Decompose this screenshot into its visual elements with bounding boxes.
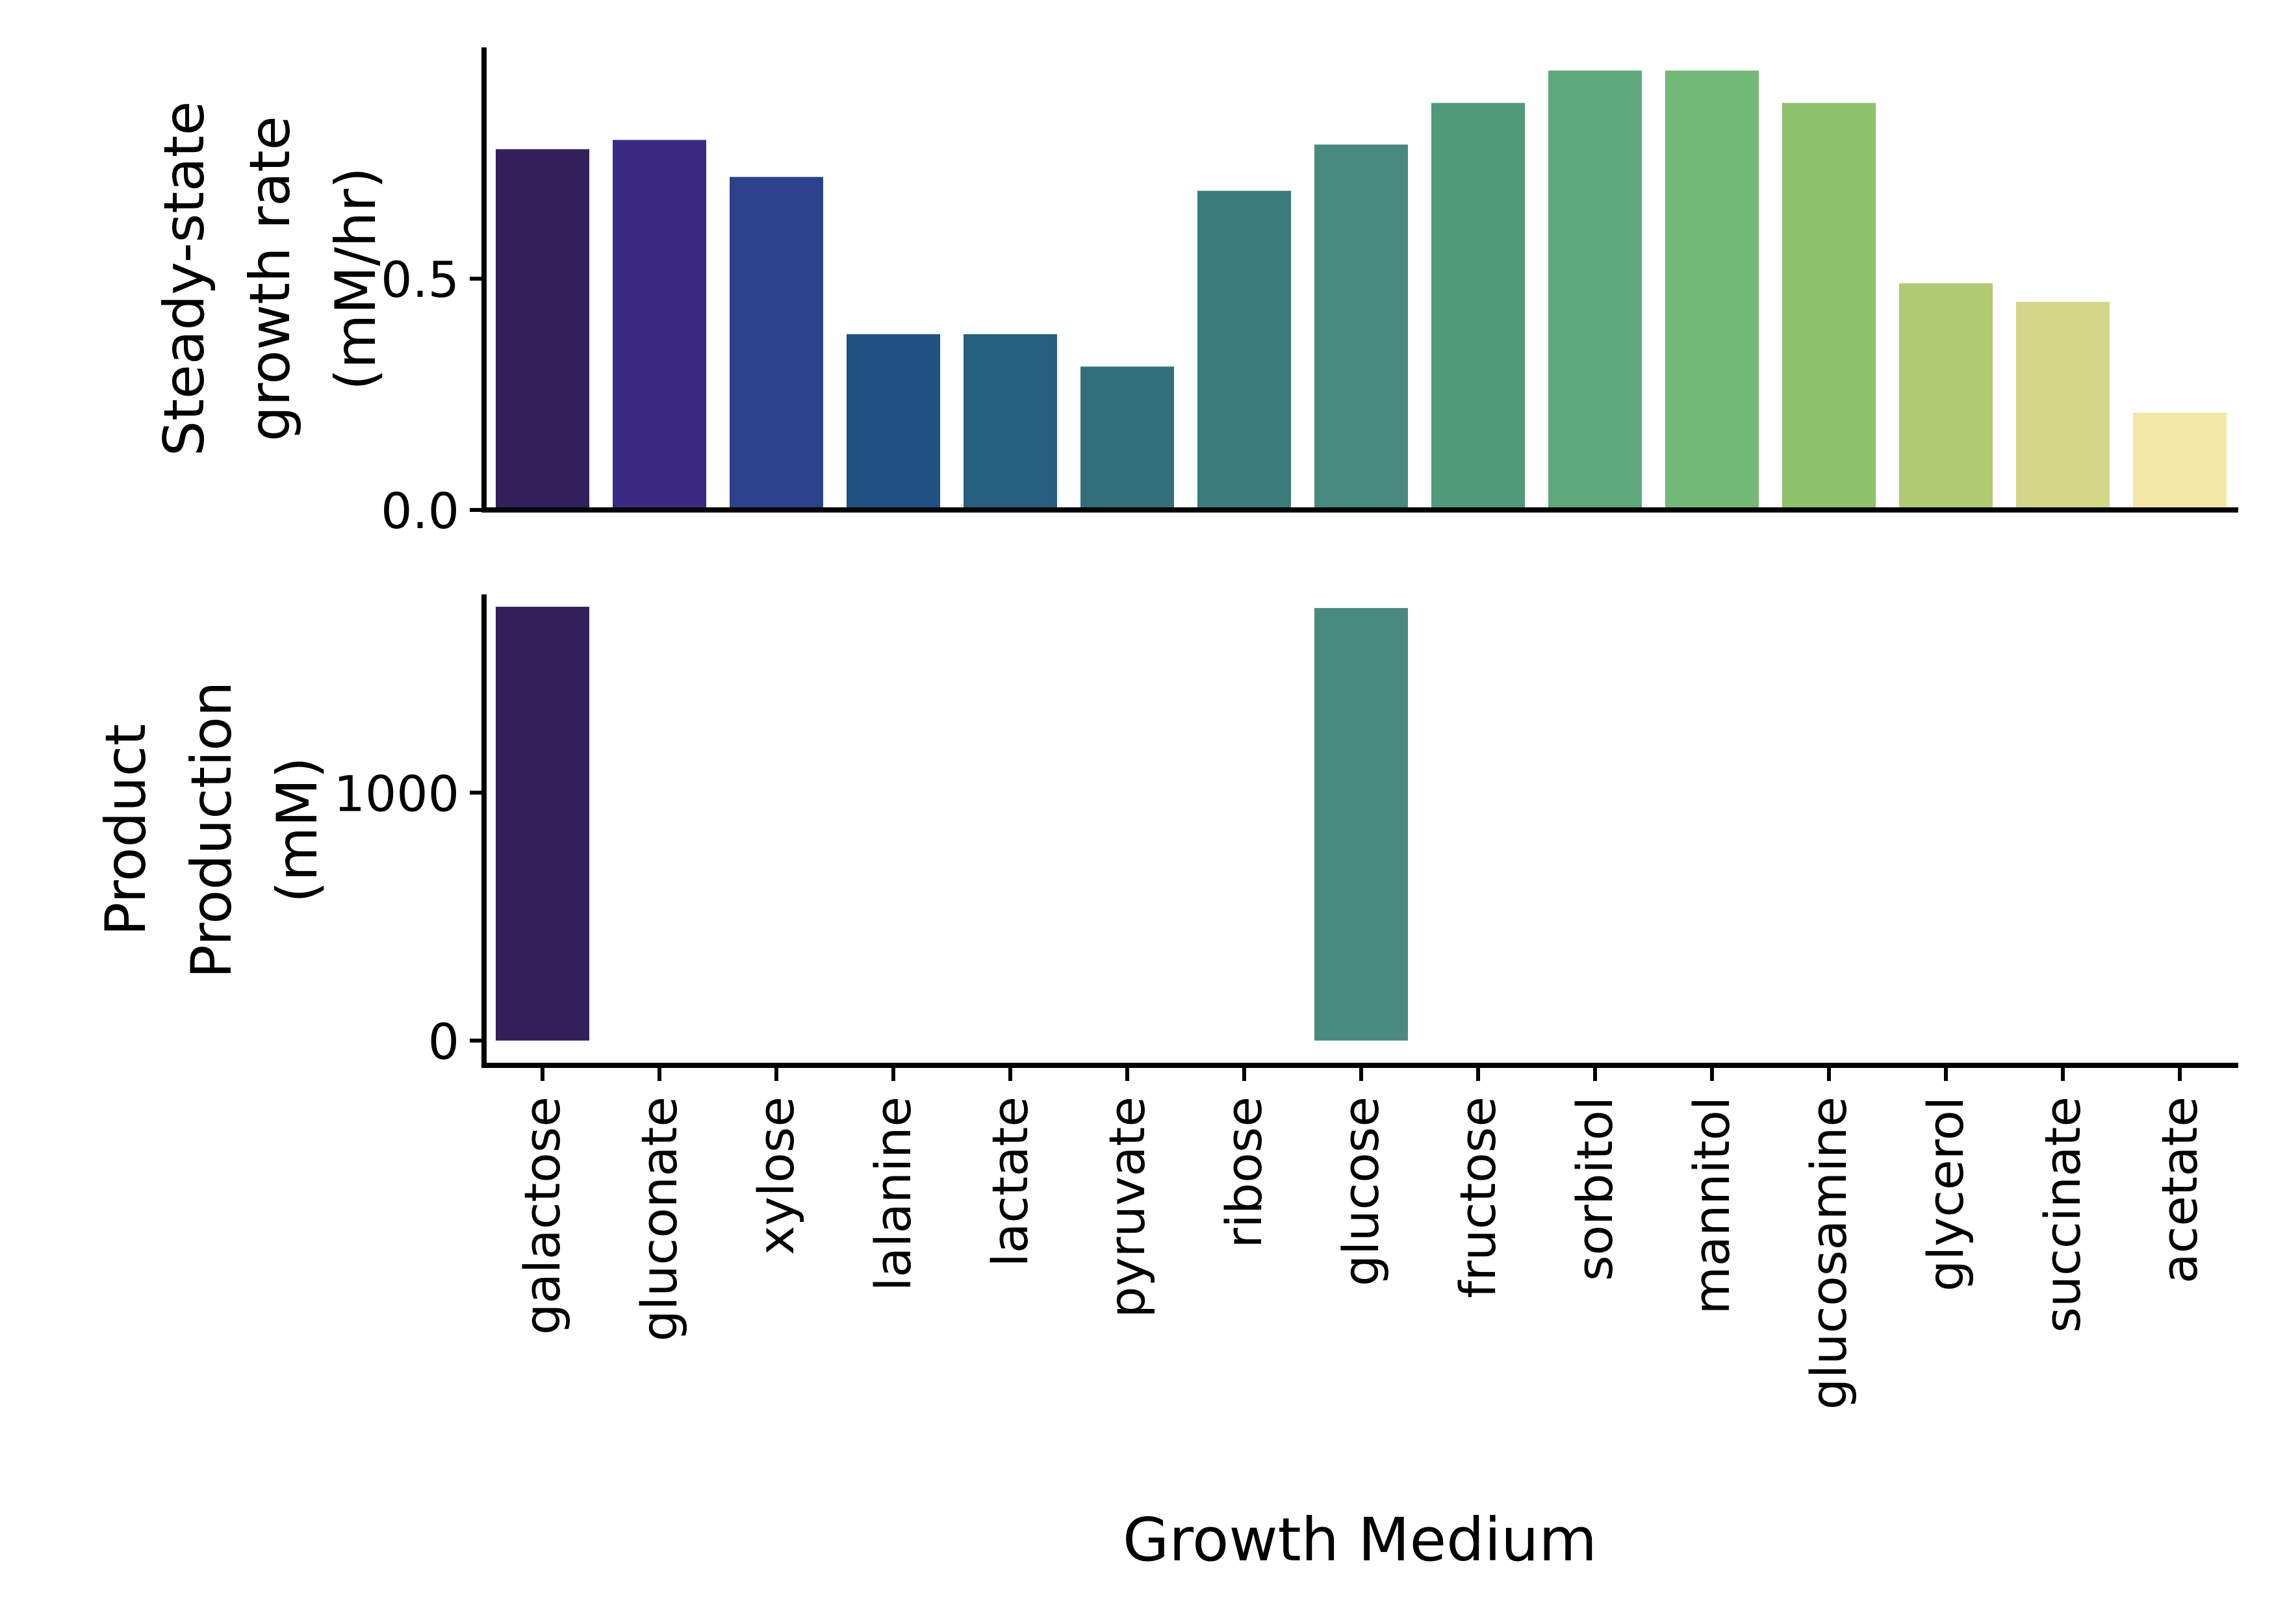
x-tick-label-lactate: lactate: [981, 1097, 1039, 1267]
y-tick-label: 0.5: [381, 251, 459, 309]
bar-xylose: [730, 177, 823, 510]
bar-gluconate: [613, 140, 706, 510]
x-axis-title: Growth Medium: [1123, 1505, 1597, 1575]
x-tick-label-acetate: acetate: [2151, 1097, 2208, 1284]
bar-lactate: [964, 334, 1057, 510]
y-tick-label: 0.0: [381, 482, 459, 540]
bar-galactose: [496, 607, 589, 1041]
x-tick-label-glucose: glucose: [1332, 1097, 1390, 1286]
bar-galactose: [496, 149, 589, 510]
x-tick-label-glycerol: glycerol: [1917, 1097, 1974, 1291]
x-tick-label-ribose: ribose: [1215, 1097, 1273, 1248]
x-tick-label-succinate: succinate: [2034, 1097, 2091, 1333]
x-tick-label-pyruvate: pyruvate: [1098, 1097, 1156, 1318]
x-tick-label-galactose: galactose: [513, 1097, 571, 1335]
bar-glucose: [1314, 607, 1408, 1041]
y-tick-label: 1000: [334, 765, 459, 822]
bar-mannitol: [1665, 70, 1759, 511]
x-tick-label-gluconate: gluconate: [630, 1097, 688, 1341]
bar-glycerol: [1899, 283, 1993, 510]
y-axis-title: Product Production (mM): [94, 681, 330, 979]
y-tick-label: 0: [428, 1013, 459, 1071]
y-axis-title: Steady-state growth rate (mM/hr): [152, 101, 389, 457]
bar-pyruvate: [1080, 366, 1174, 510]
bar-glucose: [1314, 144, 1408, 510]
bar-acetate: [2133, 412, 2227, 510]
bar-ribose: [1197, 190, 1291, 510]
x-tick-label-xylose: xylose: [747, 1097, 805, 1255]
x-tick-label-lalanine: lalanine: [864, 1097, 922, 1291]
x-tick-label-sorbitol: sorbitol: [1566, 1097, 1624, 1281]
bar-sorbitol: [1548, 70, 1642, 511]
x-tick-label-glucosamine: glucosamine: [1800, 1097, 1858, 1410]
bar-fructose: [1431, 103, 1525, 510]
x-tick-label-mannitol: mannitol: [1683, 1097, 1741, 1314]
x-tick-label-fructose: fructose: [1449, 1097, 1507, 1299]
bar-glucosamine: [1782, 103, 1876, 510]
bar-lalanine: [847, 334, 940, 510]
bar-succinate: [2016, 301, 2110, 510]
